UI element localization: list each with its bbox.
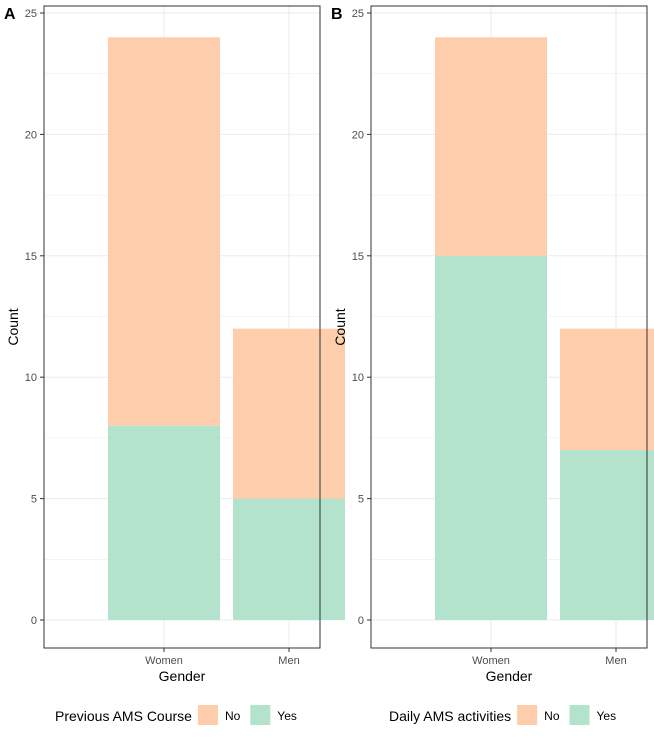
- legend-key-no: [197, 705, 218, 725]
- y-tick-label: 0: [358, 615, 364, 627]
- x-axis-title: Gender: [486, 668, 533, 684]
- x-tick-label: Women: [472, 655, 510, 667]
- legend-label-no: No: [225, 709, 241, 723]
- y-tick-label: 15: [352, 251, 364, 263]
- y-tick-label: 20: [352, 129, 364, 141]
- panel-tag: B: [331, 6, 343, 23]
- y-axis-title: Count: [332, 308, 348, 345]
- y-tick-label: 0: [31, 615, 37, 627]
- bar-no-men: [560, 328, 654, 451]
- panel-border: [43, 5, 321, 649]
- x-tick-label: Women: [145, 655, 183, 667]
- y-tick-label: 10: [25, 372, 37, 384]
- legend-label-yes: Yes: [597, 709, 617, 723]
- bar-yes-men: [233, 498, 345, 620]
- y-tick-label: 5: [358, 494, 364, 506]
- legend-key-yes: [569, 705, 590, 725]
- legend-title: Previous AMS Course: [55, 708, 192, 724]
- y-tick-label: 10: [352, 372, 364, 384]
- y-tick-label: 25: [25, 8, 37, 20]
- panel-a: 0 5 10 15 20 25 Women Men Gender Count A Previous A…: [4, 5, 345, 725]
- panel-tag: A: [4, 6, 16, 23]
- bar-no-men: [233, 328, 345, 499]
- legend-label-no: No: [544, 709, 560, 723]
- legend-title: Daily AMS activities: [389, 708, 511, 724]
- bar-yes-women: [435, 255, 547, 621]
- bar-no-women: [108, 37, 220, 426]
- bar-yes-women: [108, 425, 220, 620]
- panel-b: 0 5 10 15 20 25 Women Men Gender Count B Daily AMS …: [331, 5, 654, 725]
- legend-key-no: [517, 705, 538, 725]
- legend-label-yes: Yes: [277, 709, 297, 723]
- x-tick-label: Men: [278, 655, 299, 667]
- legend: Previous AMS Course No Yes: [55, 705, 297, 725]
- panel-border: [370, 5, 648, 649]
- bar-yes-men: [560, 450, 654, 620]
- legend: Daily AMS activities No Yes: [389, 705, 616, 725]
- x-axis-title: Gender: [159, 668, 206, 684]
- y-tick-label: 25: [352, 8, 364, 20]
- y-tick-label: 15: [25, 251, 37, 263]
- y-tick-label: 5: [31, 494, 37, 506]
- bar-no-women: [435, 37, 547, 256]
- y-axis-title: Count: [5, 308, 21, 345]
- legend-key-yes: [250, 705, 271, 725]
- y-tick-label: 20: [25, 129, 37, 141]
- x-tick-label: Men: [605, 655, 626, 667]
